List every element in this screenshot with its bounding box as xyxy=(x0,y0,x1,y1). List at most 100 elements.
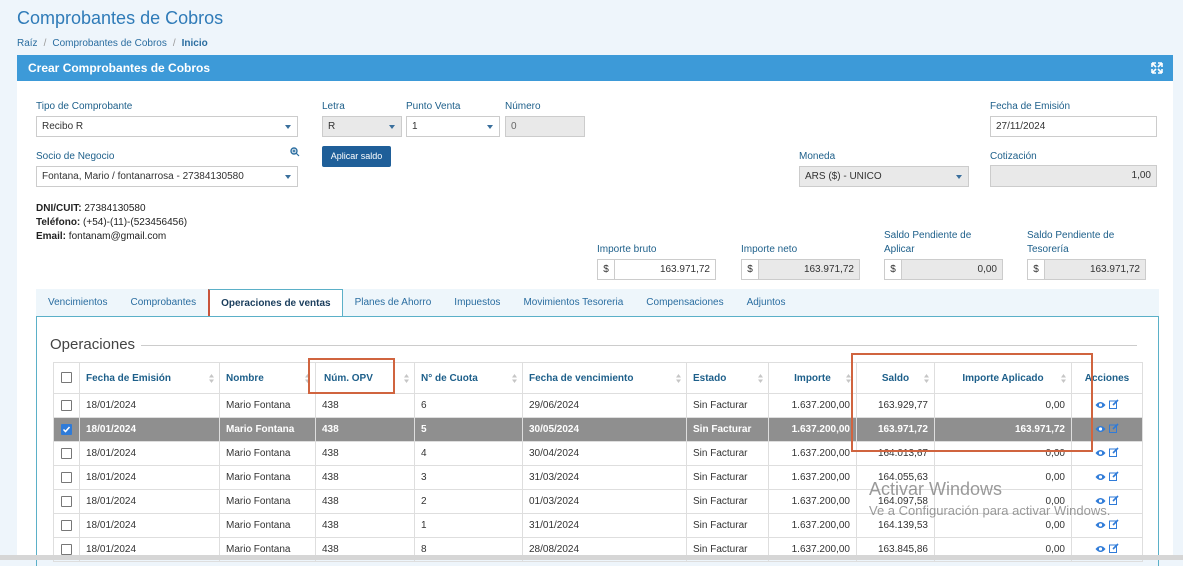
view-icon[interactable] xyxy=(1095,425,1106,436)
checkbox[interactable] xyxy=(61,495,72,507)
panel-header xyxy=(17,55,1173,81)
view-icon[interactable] xyxy=(1095,545,1106,556)
checkbox[interactable] xyxy=(61,372,72,384)
contact-value: 27384130580 xyxy=(84,203,146,214)
cell: 31/01/2024 xyxy=(522,513,687,538)
cell: 4 xyxy=(414,441,523,466)
currency-addon: $ xyxy=(741,259,759,280)
header-cell xyxy=(53,362,80,394)
cell: 1.637.200,00 xyxy=(768,513,857,538)
cell: 6 xyxy=(414,393,523,418)
table-row[interactable]: 18/01/2024 Mario Fontana 438 4 30/04/2024 Sin… xyxy=(53,441,1143,466)
checkbox[interactable] xyxy=(61,399,72,411)
checkbox[interactable] xyxy=(61,471,72,483)
cell: 438 xyxy=(315,393,415,418)
field-label: Socio de Negocio xyxy=(36,151,115,162)
edit-icon[interactable] xyxy=(1109,519,1119,532)
breadcrumb-link[interactable]: Raíz xyxy=(17,38,38,49)
sort-icon xyxy=(924,374,929,383)
annotation-box xyxy=(308,358,395,394)
column-header[interactable]: Estado xyxy=(686,362,769,394)
column-header[interactable]: N° de Cuota xyxy=(414,362,523,394)
column-header[interactable]: Nombre xyxy=(219,362,316,394)
cell: Mario Fontana xyxy=(219,513,316,538)
window-edge xyxy=(0,555,1183,560)
tab[interactable]: Planes de Ahorro xyxy=(354,297,432,308)
select[interactable]: 1 xyxy=(406,116,500,137)
cell: 2 xyxy=(414,489,523,514)
breadcrumb-link[interactable]: Comprobantes de Cobros xyxy=(52,38,167,49)
cell: Mario Fontana xyxy=(219,417,316,442)
search-icon[interactable] xyxy=(290,147,300,157)
checkbox[interactable] xyxy=(61,543,72,555)
column-header[interactable]: Fecha de Emisión xyxy=(79,362,220,394)
cell: Mario Fontana xyxy=(219,489,316,514)
edit-icon[interactable] xyxy=(1109,495,1119,508)
cell: 29/06/2024 xyxy=(522,393,687,418)
cell: 438 xyxy=(315,417,415,442)
checkbox[interactable] xyxy=(61,447,72,459)
header-row: Fecha de Emisión Nombre Núm. OPV N° de Cuot… xyxy=(53,362,1143,394)
view-icon[interactable] xyxy=(1095,449,1106,460)
cell: Sin Facturar xyxy=(686,417,769,442)
total-label: Saldo Pendiente de Aplicar xyxy=(884,230,972,255)
cell: Sin Facturar xyxy=(686,441,769,466)
field-label: Número xyxy=(505,101,541,112)
section-title: Operaciones xyxy=(50,336,136,353)
cell: 1.637.200,00 xyxy=(768,489,857,514)
table-row[interactable]: 18/01/2024 Mario Fontana 438 6 29/06/2024 Sin… xyxy=(53,393,1143,418)
edit-icon[interactable] xyxy=(1109,471,1119,484)
contact-value: (+54)-(11)-(523456456) xyxy=(83,217,188,228)
cell: 163.971,72 xyxy=(934,417,1072,442)
cell: Sin Facturar xyxy=(686,465,769,490)
cell: Sin Facturar xyxy=(686,489,769,514)
checkbox[interactable] xyxy=(61,519,72,531)
select[interactable]: ARS ($) - UNICO xyxy=(799,166,969,187)
column-header[interactable]: Importe xyxy=(768,362,857,394)
button[interactable]: Aplicar saldo xyxy=(322,146,391,167)
tab[interactable]: Impuestos xyxy=(454,297,501,308)
table-row[interactable]: 18/01/2024 Mario Fontana 438 2 01/03/2024 Sin… xyxy=(53,489,1143,514)
cell xyxy=(53,393,80,418)
input: 1,00 xyxy=(990,165,1157,187)
contact-label: DNI/CUIT: xyxy=(36,203,82,214)
column-header[interactable]: Fecha de vencimiento xyxy=(522,362,687,394)
table-row[interactable]: 18/01/2024 Mario Fontana 438 5 30/05/2024 Sin… xyxy=(53,417,1143,442)
edit-icon[interactable] xyxy=(1109,447,1119,460)
select[interactable]: Fontana, Mario / fontanarrosa - 27384130… xyxy=(36,166,298,187)
edit-icon[interactable] xyxy=(1109,423,1119,436)
cell: 18/01/2024 xyxy=(79,465,220,490)
field-label: Fecha de Emisión xyxy=(990,101,1071,112)
column-header[interactable]: Saldo xyxy=(856,362,935,394)
cell: Sin Facturar xyxy=(686,393,769,418)
expand-icon[interactable] xyxy=(1151,62,1163,74)
operations-table: Fecha de Emisión Nombre Núm. OPV N° de Cuot… xyxy=(53,362,1143,562)
column-header[interactable]: Núm. OPV xyxy=(315,362,415,394)
cell: 1.637.200,00 xyxy=(768,417,857,442)
edit-icon[interactable] xyxy=(1109,543,1119,556)
field-label: Letra xyxy=(322,101,345,112)
tab[interactable]: Vencimientos xyxy=(48,297,108,308)
view-icon[interactable] xyxy=(1095,497,1106,508)
checkbox[interactable] xyxy=(61,423,72,435)
tab[interactable]: Movimientos Tesoreria xyxy=(523,297,624,308)
select[interactable]: R xyxy=(322,116,402,137)
tab[interactable]: Adjuntos xyxy=(746,297,786,308)
input[interactable]: 27/11/2024 xyxy=(990,116,1157,137)
tab[interactable]: Operaciones de ventas xyxy=(208,289,343,317)
total-value: 163.971,72 xyxy=(614,259,716,280)
column-header[interactable]: Importe Aplicado xyxy=(934,362,1072,394)
panel-title: Crear Comprobantes de Cobros xyxy=(28,61,211,75)
table-row[interactable]: 18/01/2024 Mario Fontana 438 3 31/03/2024 Sin… xyxy=(53,465,1143,490)
edit-icon[interactable] xyxy=(1109,399,1119,412)
cell: 438 xyxy=(315,513,415,538)
select[interactable]: Recibo R xyxy=(36,116,298,137)
cell: 18/01/2024 xyxy=(79,513,220,538)
view-icon[interactable] xyxy=(1095,473,1106,484)
tab[interactable]: Compensaciones xyxy=(646,297,724,308)
breadcrumb: Raíz / Comprobantes de Cobros / Inicio xyxy=(17,38,208,49)
view-icon[interactable] xyxy=(1095,401,1106,412)
tab[interactable]: Comprobantes xyxy=(130,297,197,308)
view-icon[interactable] xyxy=(1095,521,1106,532)
cell: 18/01/2024 xyxy=(79,489,220,514)
